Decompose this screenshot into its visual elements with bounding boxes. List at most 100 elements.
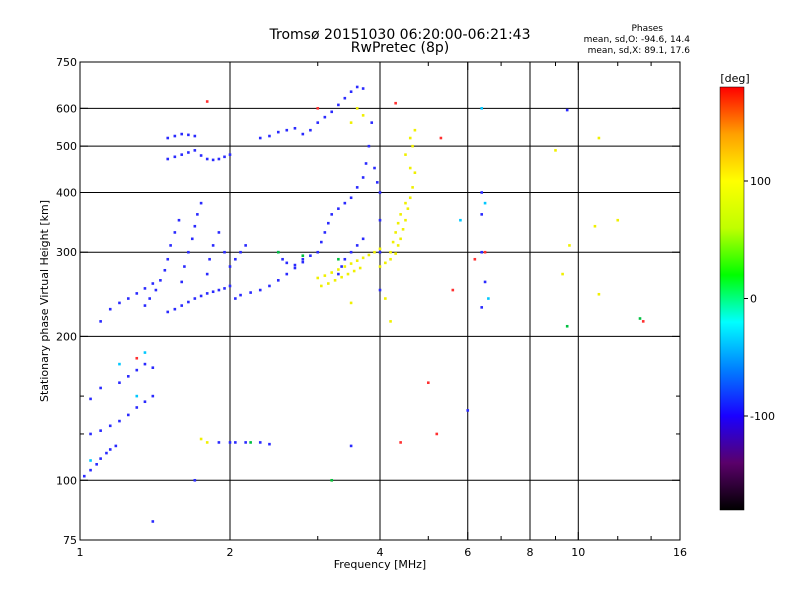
data-point: [199, 201, 203, 205]
data-point: [99, 429, 102, 432]
data-point: [367, 144, 371, 148]
data-point: [114, 444, 118, 448]
data-point: [89, 459, 92, 462]
data-point: [597, 292, 601, 296]
data-point: [205, 441, 209, 444]
data-point: [367, 253, 371, 257]
data-point: [413, 128, 417, 132]
data-point: [293, 126, 297, 130]
data-point: [483, 250, 487, 254]
data-point: [244, 244, 247, 247]
data-point: [320, 284, 323, 288]
y-tick-label: 750: [56, 56, 77, 69]
data-point: [554, 149, 557, 152]
data-point: [309, 128, 312, 132]
data-point: [459, 218, 462, 222]
data-point: [349, 262, 353, 265]
data-point: [205, 100, 209, 103]
data-point: [108, 448, 112, 451]
data-point: [268, 134, 271, 138]
data-point: [199, 294, 203, 298]
data-point: [234, 257, 237, 261]
axis-ticks: [79, 61, 681, 541]
data-point: [593, 224, 597, 228]
data-point: [349, 301, 353, 305]
data-point: [399, 213, 402, 216]
data-point: [135, 292, 139, 295]
data-point: [316, 107, 320, 110]
data-point: [217, 288, 221, 292]
data-point: [211, 244, 215, 247]
grid-lines: [80, 62, 680, 540]
data-point: [199, 154, 203, 157]
data-point: [327, 282, 330, 285]
data-point: [143, 287, 147, 290]
data-point: [187, 133, 190, 137]
data-point: [217, 441, 221, 444]
data-point: [346, 272, 350, 276]
data-point: [333, 279, 337, 282]
data-point: [396, 221, 400, 225]
data-point: [568, 244, 571, 247]
data-point: [239, 250, 242, 254]
data-point: [205, 157, 209, 161]
data-point: [135, 406, 139, 409]
data-point: [180, 132, 184, 136]
data-point: [135, 368, 139, 372]
data-point: [118, 381, 121, 385]
data-point: [373, 166, 376, 170]
data-point: [439, 136, 443, 140]
data-point: [396, 244, 400, 247]
data-point: [187, 300, 190, 304]
colorbar-tick-label: 0: [750, 293, 757, 306]
data-point: [118, 419, 121, 423]
data-point: [435, 432, 439, 436]
data-point: [223, 250, 226, 254]
data-point: [384, 297, 387, 300]
data-point: [82, 474, 86, 478]
data-point: [466, 409, 470, 412]
data-point: [309, 254, 312, 258]
data-point: [118, 301, 121, 305]
data-point: [355, 85, 359, 89]
data-point: [480, 191, 484, 194]
y-axis-label: Stationary phase Virtual Height [km]: [38, 200, 51, 402]
data-point: [99, 386, 102, 390]
data-point: [118, 362, 121, 366]
data-point: [258, 136, 262, 140]
data-point: [180, 304, 184, 307]
y-tick-label: 600: [56, 102, 77, 115]
data-point: [561, 272, 564, 276]
data-point: [323, 115, 327, 119]
data-point: [483, 280, 487, 284]
data-point: [143, 400, 147, 404]
x-axis-label: Frequency [MHz]: [334, 558, 426, 571]
data-point: [597, 136, 601, 140]
data-point: [337, 272, 340, 276]
data-point: [268, 284, 271, 288]
data-point: [258, 288, 262, 292]
data-point: [355, 107, 359, 110]
data-point: [249, 441, 252, 444]
data-point: [406, 207, 410, 210]
data-point: [293, 266, 297, 270]
data-point: [355, 186, 359, 189]
data-point: [349, 196, 353, 200]
data-point: [389, 257, 392, 261]
data-point: [301, 260, 305, 264]
data-point: [126, 297, 130, 300]
data-point: [169, 244, 172, 247]
data-point: [187, 250, 190, 254]
data-point: [616, 218, 620, 222]
data-point: [276, 250, 280, 254]
data-point: [234, 297, 237, 300]
data-point: [173, 155, 177, 159]
data-point: [143, 351, 147, 354]
data-point: [349, 90, 353, 94]
data-point: [401, 228, 405, 231]
data-point: [199, 437, 203, 441]
data-point: [173, 134, 177, 138]
data-point: [394, 101, 397, 105]
data-point: [411, 144, 414, 148]
data-point: [285, 272, 289, 276]
